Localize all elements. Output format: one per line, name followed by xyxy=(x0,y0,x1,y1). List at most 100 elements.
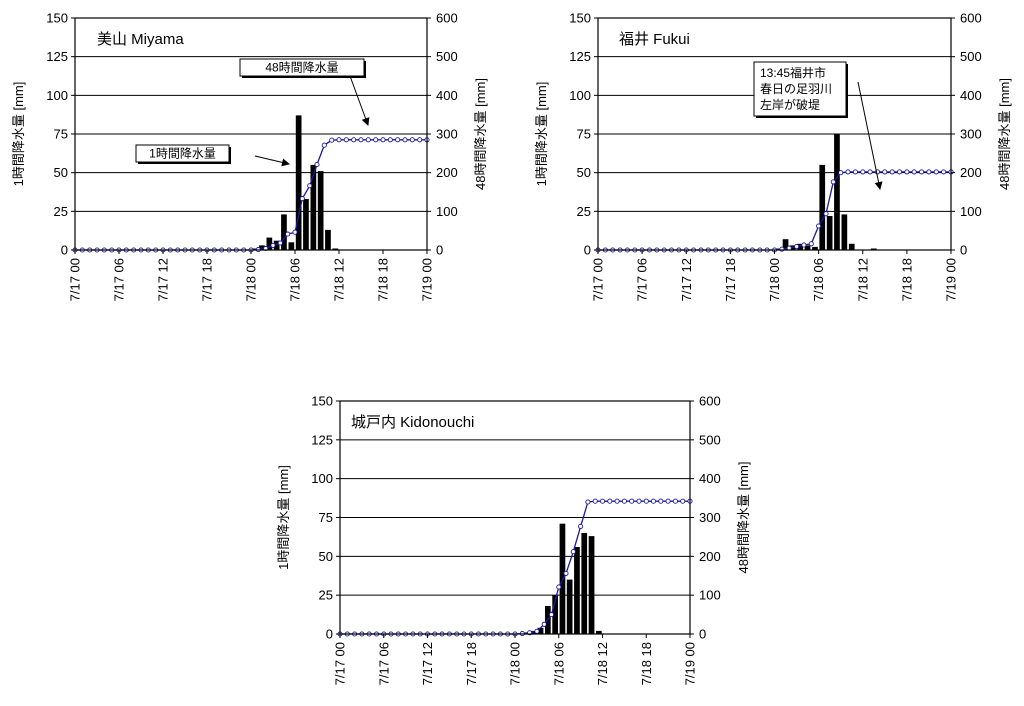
cumulative-point xyxy=(556,584,562,590)
hourly-bar xyxy=(596,630,602,634)
cumulative-point xyxy=(292,229,298,235)
cumulative-point xyxy=(860,169,866,175)
x-tick-label: 7/17 06 xyxy=(112,258,127,301)
cumulative-point xyxy=(314,161,320,168)
annotation-text: 1時間降水量 xyxy=(149,147,216,161)
x-tick-label: 7/17 00 xyxy=(333,642,348,685)
x-tick-label: 7/18 06 xyxy=(811,258,826,301)
cumulative-point xyxy=(395,137,401,143)
y2-tick-label: 200 xyxy=(960,165,982,180)
cumulative-point xyxy=(650,498,657,504)
hourly-bar xyxy=(266,237,273,250)
x-tick-label: 7/18 00 xyxy=(508,642,523,685)
hourly-bar xyxy=(819,164,826,250)
hourly-bar xyxy=(281,214,287,250)
annotation-text: 13:45福井市春日の足羽川左岸が破堤 xyxy=(760,65,832,112)
hourly-bar xyxy=(797,243,804,250)
y-tick-label: 150 xyxy=(46,11,68,26)
cumulative-point xyxy=(534,628,540,634)
cumulative-point xyxy=(636,498,642,504)
cumulative-point xyxy=(823,211,829,217)
title-mask xyxy=(346,410,511,433)
cumulative-point xyxy=(373,137,379,143)
hourly-bar xyxy=(804,245,811,250)
x-tick-label: 7/18 12 xyxy=(855,258,870,301)
chart-panel-1: 0 25 50 75 100 125 150 0 100 200 300 400 500 600 7/17 … xyxy=(11,11,488,302)
hourly-bar xyxy=(581,533,588,634)
y-tick-label: 0 xyxy=(326,627,333,642)
y-tick-label: 150 xyxy=(311,394,333,409)
y-tick-label: 125 xyxy=(569,49,591,64)
y-tick-label: 75 xyxy=(319,510,333,525)
cumulative-point xyxy=(409,137,415,143)
x-tick-label: 7/17 00 xyxy=(68,258,83,301)
y-tick-label: 50 xyxy=(54,165,68,180)
y2-tick-label: 500 xyxy=(960,49,982,64)
y2-tick-label: 500 xyxy=(699,432,721,447)
y2-tick-label: 600 xyxy=(699,394,721,409)
cumulative-point xyxy=(658,498,664,504)
hourly-bar xyxy=(588,536,595,634)
cumulative-point xyxy=(585,499,591,505)
y-tick-label: 25 xyxy=(319,588,333,603)
hourly-bar xyxy=(537,627,544,634)
x-tick-label: 7/17 18 xyxy=(723,258,738,301)
hourly-bar xyxy=(552,595,558,634)
y2-tick-label: 600 xyxy=(436,11,458,26)
y2-axis-label: 48時間降水量 [mm] xyxy=(997,78,1012,190)
y-tick-label: 25 xyxy=(577,204,591,219)
cumulative-point xyxy=(343,137,349,143)
cumulative-point xyxy=(387,137,393,143)
y2-tick-label: 100 xyxy=(436,204,458,219)
cumulative-line xyxy=(75,139,427,251)
cumulative-point xyxy=(417,137,423,143)
cumulative-point xyxy=(336,137,342,143)
cumulative-point xyxy=(621,498,627,504)
hourly-bar xyxy=(295,115,302,251)
cumulative-point xyxy=(541,621,547,627)
hourly-bar xyxy=(848,243,855,250)
hourly-bar xyxy=(870,248,877,250)
y2-tick-label: 500 xyxy=(436,49,458,64)
cumulative-point xyxy=(563,570,569,576)
hourly-bar xyxy=(317,171,324,250)
y2-tick-label: 300 xyxy=(960,127,982,142)
y-tick-label: 125 xyxy=(311,432,333,447)
hourly-bar xyxy=(812,246,818,250)
cumulative-point xyxy=(329,137,335,143)
cumulative-point xyxy=(867,169,873,175)
cumulative-point xyxy=(794,243,800,250)
annotation-arrow xyxy=(254,155,290,167)
cumulative-point xyxy=(277,240,283,246)
y-tick-label: 0 xyxy=(584,243,591,258)
chart-panel-2: 0 25 50 75 100 125 150 0 100 200 300 400 500 600 7/17 … xyxy=(534,11,1012,302)
annotation-text: 48時間降水量 xyxy=(265,61,338,75)
cumulative-point xyxy=(643,498,649,504)
y-tick-label: 100 xyxy=(46,88,68,103)
y-tick-label: 100 xyxy=(311,471,333,486)
cumulative-point xyxy=(285,231,291,237)
hourly-bar xyxy=(288,242,295,250)
cumulative-point xyxy=(548,612,555,618)
hourly-bar xyxy=(826,216,833,250)
x-tick-label: 7/17 06 xyxy=(635,258,650,301)
hourly-bar xyxy=(325,229,331,250)
y-tick-label: 75 xyxy=(577,127,591,142)
x-tick-label: 7/17 18 xyxy=(464,642,479,685)
annotation-box xyxy=(753,61,847,117)
cumulative-point xyxy=(830,179,836,185)
cumulative-point xyxy=(592,498,598,504)
annotation-box xyxy=(239,58,365,77)
cumulative-point xyxy=(852,169,858,175)
hourly-bar xyxy=(273,240,280,250)
y2-tick-label: 600 xyxy=(960,11,982,26)
cumulative-point xyxy=(919,169,925,175)
annotation-box xyxy=(135,144,230,163)
cumulative-point xyxy=(816,223,822,229)
y2-tick-label: 400 xyxy=(436,88,458,103)
cumulative-point xyxy=(365,137,371,143)
y-tick-label: 0 xyxy=(61,243,68,258)
cumulative-point xyxy=(629,498,635,504)
cumulative-point xyxy=(380,137,386,143)
y2-tick-label: 200 xyxy=(699,549,721,564)
